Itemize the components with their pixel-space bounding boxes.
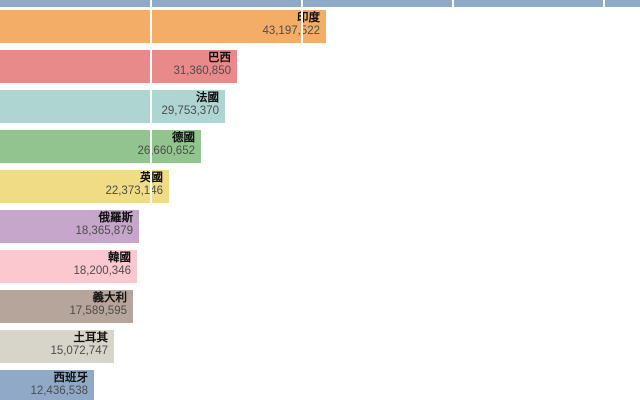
bar-brazil: 巴西 31,360,850 xyxy=(0,50,237,83)
bar-label-brazil: 巴西 31,360,850 xyxy=(173,52,231,78)
bar-country-name: 韓國 xyxy=(108,252,131,264)
gridline-80000000 xyxy=(603,0,605,400)
bar-country-name: 西班牙 xyxy=(53,372,89,384)
bar-label-uk: 英國22,373,146 xyxy=(105,172,163,198)
bar-value: 31,360,850 xyxy=(173,65,231,77)
bar-label-russia: 俄羅斯 18,365,879 xyxy=(75,212,133,238)
bar-label-south-korea: 韓國 18,200,346 xyxy=(73,252,131,278)
bar-india: 印度 43,197,522 xyxy=(0,10,326,43)
bar-italy: 義大利 17,589,595 xyxy=(0,290,133,323)
bar-country-name: 法國 xyxy=(196,92,219,104)
bar-value: 12,436,538 xyxy=(30,385,88,397)
bar-label-india: 印度 43,197,522 xyxy=(262,12,320,38)
bar-label-italy: 義大利 17,589,595 xyxy=(69,292,127,318)
gridline-20000000 xyxy=(150,0,152,400)
bar-country-name: 德國 xyxy=(172,132,195,144)
bar-germany: 德國 26,660,652 xyxy=(0,130,201,163)
bar-label-germany: 德國 26,660,652 xyxy=(137,132,195,158)
bar-value: 18,365,879 xyxy=(75,225,133,237)
bar-country-name: 義大利 xyxy=(92,292,128,304)
bar-label-turkey: 土耳其 15,072,747 xyxy=(50,332,108,358)
gridline-40000000 xyxy=(301,0,303,400)
bar-value: 29,753,370 xyxy=(161,105,219,117)
bar-label-france: 法國 29,753,370 xyxy=(161,92,219,118)
bar-label-spain: 西班牙 12,436,538 xyxy=(30,372,88,398)
bar-country-name: 土耳其 xyxy=(73,332,109,344)
bar-turkey: 土耳其 15,072,747 xyxy=(0,330,114,363)
bar-top-clipped xyxy=(0,0,640,7)
bar-country-name: 巴西 xyxy=(208,52,231,64)
bar-value: 22,373,146 xyxy=(105,185,163,197)
bar-value: 15,072,747 xyxy=(50,345,108,357)
bar-country-name: 英國 xyxy=(105,172,163,185)
bar-russia: 俄羅斯 18,365,879 xyxy=(0,210,139,243)
bar-value: 26,660,652 xyxy=(137,145,195,157)
bar-uk: 英國22,373,146 xyxy=(0,170,169,203)
bar-country-name: 印度 xyxy=(297,12,320,24)
gridline-60000000 xyxy=(452,0,454,400)
bar-france: 法國 29,753,370 xyxy=(0,90,225,123)
bar-spain: 西班牙 12,436,538 xyxy=(0,370,94,400)
bar-value: 18,200,346 xyxy=(73,265,131,277)
bar-value: 17,589,595 xyxy=(69,305,127,317)
bar-south-korea: 韓國 18,200,346 xyxy=(0,250,137,283)
bar-country-name: 俄羅斯 xyxy=(98,212,134,224)
bar-value: 43,197,522 xyxy=(262,25,320,37)
